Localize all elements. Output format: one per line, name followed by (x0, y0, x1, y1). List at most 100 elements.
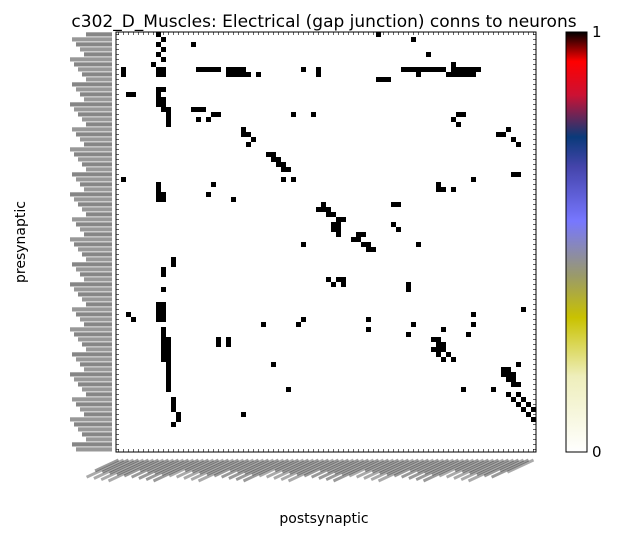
x-tick-label-mark (139, 458, 165, 473)
y-tick-label-mark (72, 442, 112, 447)
y-tick-label-mark (80, 47, 112, 52)
y-tick-label-mark (70, 237, 112, 242)
heatmap-cell (501, 132, 506, 137)
heatmap-cell (511, 137, 516, 142)
heatmap-cell (521, 407, 526, 412)
heatmap-cell (326, 207, 331, 212)
heatmap-cell (511, 372, 516, 377)
heatmap-cell (156, 92, 161, 97)
x-tick-label-mark (175, 458, 215, 479)
x-tick-label-mark (183, 458, 225, 480)
chart-title: c302_D_Muscles: Electrical (gap junction… (71, 12, 576, 32)
heatmap-cell (291, 112, 296, 117)
heatmap-cell (461, 67, 466, 72)
y-tick-label-mark (76, 267, 112, 272)
x-tick-label-mark (138, 458, 180, 480)
heatmap-cell (441, 327, 446, 332)
heatmap-cell (356, 237, 361, 242)
x-tick-label-mark (386, 458, 420, 477)
x-tick-label-mark (460, 458, 505, 482)
heatmap-cell (201, 67, 206, 72)
heatmap-cell (336, 222, 341, 227)
heatmap-cell (471, 312, 476, 317)
y-tick-label-mark (86, 257, 112, 262)
heatmap-cell (161, 37, 166, 42)
heatmap-cell (161, 302, 166, 307)
heatmap-cell (171, 397, 176, 402)
y-tick-label-mark (72, 82, 112, 87)
y-tick-label-mark (82, 342, 112, 347)
heatmap-cell (161, 357, 166, 362)
heatmap-cell (241, 412, 246, 417)
heatmap-cell (176, 412, 181, 417)
y-tick-label-mark (84, 97, 112, 102)
heatmap-cell (161, 72, 166, 77)
heatmap-cell (316, 207, 321, 212)
heatmap-cell (336, 232, 341, 237)
y-tick-label-mark (76, 312, 112, 317)
y-tick-label-mark (82, 207, 112, 212)
heatmap-cell (356, 232, 361, 237)
y-tick-label-mark (72, 127, 112, 132)
heatmap-cell (276, 162, 281, 167)
heatmap-cell (451, 67, 456, 72)
heatmap-cell (161, 337, 166, 342)
heatmap-cell (456, 122, 461, 127)
heatmap-cell (471, 322, 476, 327)
x-tick-label-mark (235, 458, 280, 482)
x-tick-label-mark (408, 458, 450, 480)
heatmap-cell (161, 192, 166, 197)
heatmap-cell (161, 352, 166, 357)
heatmap-cell (231, 197, 236, 202)
heatmap-cell (241, 127, 246, 132)
y-tick-label-mark (84, 142, 112, 147)
heatmap-cell (246, 72, 251, 77)
heatmap-cell (166, 357, 171, 362)
heatmap-cell (381, 77, 386, 82)
y-tick-label-mark (74, 197, 112, 202)
heatmap-cell (521, 307, 526, 312)
heatmap-cell (441, 357, 446, 362)
heatmap-cell (131, 317, 136, 322)
x-tick-label-mark (364, 458, 390, 473)
heatmap-cell (441, 347, 446, 352)
heatmap-cell (156, 302, 161, 307)
heatmap-cell (156, 182, 161, 187)
y-tick-label-mark (86, 122, 112, 127)
heatmap-cell (241, 132, 246, 137)
heatmap-cell (501, 367, 506, 372)
x-tick-label-mark (453, 458, 495, 480)
x-tick-label-mark (325, 458, 370, 482)
heatmap-cell (341, 282, 346, 287)
heatmap-cell (161, 267, 166, 272)
y-tick-label-mark (70, 102, 112, 107)
heatmap-cell (426, 67, 431, 72)
heatmap-cell (231, 67, 236, 72)
heatmap-cell (351, 237, 356, 242)
heatmap-cell (391, 222, 396, 227)
heatmap-cell (506, 367, 511, 372)
heatmap-cell (436, 352, 441, 357)
heatmap-cell (206, 67, 211, 72)
y-tick-label-mark (76, 447, 112, 452)
heatmap-cell (216, 337, 221, 342)
x-tick-label-mark (184, 458, 210, 473)
heatmap-cell (171, 262, 176, 267)
heatmap-cell (451, 117, 456, 122)
x-tick-label-mark (445, 458, 485, 479)
x-tick-label-mark (341, 458, 375, 477)
x-tick-label-mark (476, 458, 510, 477)
x-tick-label-mark (228, 458, 270, 480)
y-tick-label-mark (82, 72, 112, 77)
y-tick-label-mark (76, 87, 112, 92)
y-tick-label-mark (70, 147, 112, 152)
y-tick-label-mark (72, 172, 112, 177)
heatmap-cell (171, 257, 176, 262)
x-tick-label-mark (370, 458, 415, 482)
heatmap-cell (126, 92, 131, 97)
x-tick-label-mark (154, 458, 185, 475)
x-tick-label-mark (242, 458, 290, 483)
y-tick-label-mark (82, 252, 112, 257)
heatmap-cell (236, 72, 241, 77)
y-tick-label-mark (86, 167, 112, 172)
